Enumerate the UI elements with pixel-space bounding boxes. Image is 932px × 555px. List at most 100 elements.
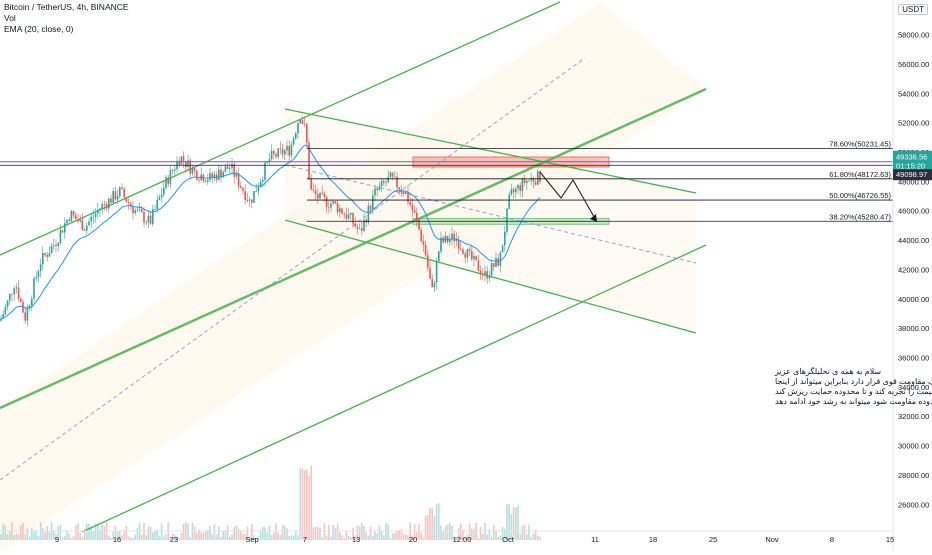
candle[interactable]: [523, 178, 526, 184]
candle[interactable]: [143, 212, 145, 223]
candle[interactable]: [332, 201, 334, 204]
candle[interactable]: [17, 287, 20, 299]
candle[interactable]: [233, 164, 235, 177]
candle[interactable]: [145, 222, 147, 224]
candle[interactable]: [28, 305, 31, 308]
candle[interactable]: [4, 306, 7, 314]
candle[interactable]: [350, 212, 352, 215]
candle[interactable]: [70, 211, 73, 221]
candle[interactable]: [328, 206, 330, 208]
candle[interactable]: [449, 239, 451, 243]
candle[interactable]: [427, 255, 429, 268]
candle[interactable]: [64, 223, 66, 233]
candle[interactable]: [39, 264, 42, 272]
candle[interactable]: [508, 194, 510, 209]
candle[interactable]: [512, 189, 515, 193]
candle[interactable]: [81, 219, 84, 231]
candle[interactable]: [11, 294, 13, 295]
candle[interactable]: [218, 169, 220, 180]
candle[interactable]: [451, 233, 453, 240]
candle[interactable]: [356, 226, 359, 229]
candle[interactable]: [270, 150, 273, 160]
annotation-line[interactable]: ولی اگر موفق به شکستن محدوده مقاومت شود …: [775, 396, 932, 406]
candle[interactable]: [123, 188, 125, 198]
candle[interactable]: [528, 180, 530, 182]
candle[interactable]: [180, 156, 183, 165]
candle[interactable]: [57, 243, 59, 247]
candle[interactable]: [97, 209, 99, 214]
candle[interactable]: [455, 239, 458, 242]
candle[interactable]: [405, 192, 407, 194]
candle[interactable]: [284, 150, 286, 155]
candle[interactable]: [273, 150, 275, 154]
candle[interactable]: [519, 185, 521, 191]
candle[interactable]: [75, 215, 77, 220]
candle[interactable]: [539, 171, 541, 182]
candle[interactable]: [253, 191, 255, 203]
candle[interactable]: [169, 170, 172, 185]
candle[interactable]: [501, 245, 504, 253]
candle[interactable]: [431, 278, 433, 288]
candle[interactable]: [213, 174, 216, 178]
candle[interactable]: [251, 199, 253, 203]
candle[interactable]: [453, 233, 455, 242]
candle[interactable]: [279, 148, 282, 150]
candle[interactable]: [479, 270, 482, 275]
candle[interactable]: [198, 179, 200, 181]
candle[interactable]: [517, 185, 519, 189]
candle[interactable]: [92, 216, 95, 218]
candle[interactable]: [460, 248, 462, 250]
candle[interactable]: [158, 197, 161, 200]
candle[interactable]: [26, 307, 29, 321]
candle[interactable]: [15, 287, 18, 289]
candle[interactable]: [488, 275, 491, 279]
candle[interactable]: [209, 173, 211, 181]
candle[interactable]: [303, 123, 306, 125]
currency-selector[interactable]: USDT: [898, 4, 928, 15]
candle[interactable]: [495, 258, 497, 267]
candle[interactable]: [50, 246, 53, 254]
candle[interactable]: [149, 215, 152, 224]
candle[interactable]: [132, 206, 134, 214]
candle[interactable]: [286, 145, 288, 151]
candle[interactable]: [55, 245, 57, 247]
candle[interactable]: [321, 192, 323, 194]
candle[interactable]: [387, 177, 389, 183]
candle[interactable]: [191, 168, 194, 174]
volume-indicator-label[interactable]: Vol: [4, 13, 16, 23]
candle[interactable]: [532, 178, 535, 182]
candle[interactable]: [376, 188, 378, 191]
candle[interactable]: [136, 209, 139, 211]
candle[interactable]: [59, 230, 62, 244]
candle[interactable]: [281, 148, 284, 155]
candle[interactable]: [354, 223, 356, 227]
candle[interactable]: [475, 255, 477, 261]
candle[interactable]: [374, 188, 376, 196]
candle[interactable]: [345, 214, 348, 219]
candle[interactable]: [237, 173, 240, 187]
candle[interactable]: [110, 198, 112, 203]
candle[interactable]: [90, 216, 92, 222]
candle[interactable]: [372, 195, 374, 210]
candle[interactable]: [88, 221, 90, 226]
candle[interactable]: [220, 169, 222, 178]
candle[interactable]: [189, 160, 191, 174]
candle[interactable]: [411, 204, 414, 211]
candle[interactable]: [383, 181, 385, 183]
candle[interactable]: [510, 189, 513, 195]
candle[interactable]: [317, 194, 319, 199]
candle[interactable]: [319, 192, 321, 199]
projection-path[interactable]: [539, 171, 598, 223]
candle[interactable]: [154, 208, 156, 210]
candle[interactable]: [330, 203, 332, 208]
candle[interactable]: [44, 252, 46, 256]
candle[interactable]: [490, 263, 493, 276]
candle[interactable]: [37, 271, 40, 278]
candle[interactable]: [77, 219, 79, 222]
candle[interactable]: [248, 199, 251, 201]
candle[interactable]: [0, 318, 2, 321]
candle[interactable]: [484, 271, 486, 275]
candle[interactable]: [352, 212, 354, 224]
candle[interactable]: [493, 263, 495, 267]
